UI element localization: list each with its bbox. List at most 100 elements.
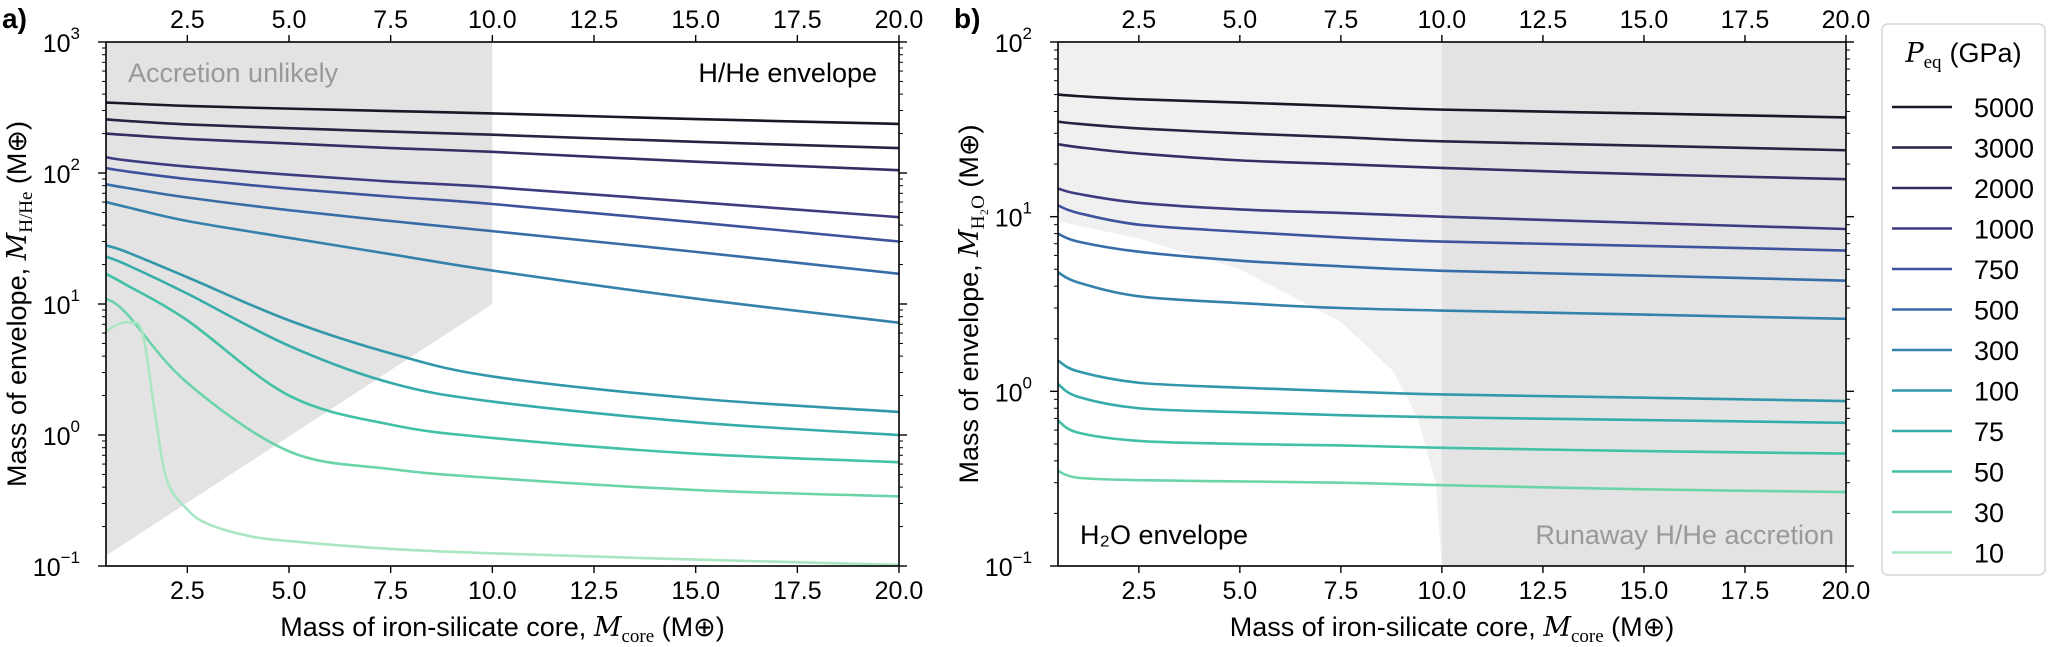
legend-box xyxy=(1881,23,2046,576)
series-line-1000 xyxy=(1058,187,1846,231)
x-tick-label-top: 17.5 xyxy=(773,6,822,34)
legend-item-10: 10 xyxy=(1892,539,2004,569)
x-axis-label: Mass of iron-silicate core, Mcore (M⊕) xyxy=(280,612,725,647)
x-tick-label-top: 2.5 xyxy=(170,6,205,34)
x-tick-label-top: 15.0 xyxy=(1620,6,1669,34)
legend-label: 2000 xyxy=(1974,174,2034,204)
series-line-75 xyxy=(1058,383,1846,425)
y-tick-base: 10 xyxy=(43,292,71,320)
series-line-300 xyxy=(106,200,899,324)
y-tick-exponent: 0 xyxy=(1023,373,1032,392)
annotation-label: H₂O envelope xyxy=(1080,520,1248,550)
legend-item-750: 750 xyxy=(1892,255,2019,285)
y-tick-label: 101 xyxy=(43,286,80,320)
x-tick-label-top: 20.0 xyxy=(1822,6,1871,34)
series-line-50 xyxy=(106,272,899,464)
shaded-region-accretion-unlikely xyxy=(106,42,493,556)
series-line-100 xyxy=(1058,359,1846,403)
annotation-label: Runaway H/He accretion xyxy=(1535,520,1834,550)
y-tick-label: 10−1 xyxy=(985,548,1032,582)
y-axis-label-subscript: H₂O xyxy=(968,195,989,229)
x-axis-label-text: Mass of iron-silicate core, xyxy=(280,612,594,642)
series-line-750 xyxy=(106,166,899,243)
series-line-2000 xyxy=(1058,142,1846,181)
y-tick-label: 102 xyxy=(995,24,1032,58)
panel-label: a) xyxy=(2,3,27,34)
panel-label: b) xyxy=(954,3,980,34)
y-tick-exponent: 1 xyxy=(71,286,80,305)
x-tick-label: 12.5 xyxy=(1519,577,1568,605)
x-axis-label-text: Mass of iron-silicate core, xyxy=(1230,612,1544,642)
legend-item-5000: 5000 xyxy=(1892,93,2034,123)
x-tick-label-top: 12.5 xyxy=(1519,6,1568,34)
y-tick-label: 102 xyxy=(43,155,80,189)
x-tick-label-top: 7.5 xyxy=(1323,6,1358,34)
y-tick-label: 10−1 xyxy=(33,548,80,582)
x-tick-label: 15.0 xyxy=(671,577,720,605)
series-line-75 xyxy=(106,255,899,437)
x-tick-label: 20.0 xyxy=(1822,577,1871,605)
x-tick-label-top: 17.5 xyxy=(1721,6,1770,34)
x-tick-label-top: 5.0 xyxy=(1222,6,1257,34)
y-axis-label-symbol: M xyxy=(2,231,33,261)
legend-label: 10 xyxy=(1974,539,2004,569)
x-tick-label: 2.5 xyxy=(170,577,205,605)
x-tick-label: 5.0 xyxy=(1222,577,1257,605)
series-line-3000 xyxy=(1058,120,1846,152)
series-line-500 xyxy=(106,183,899,276)
legend-label: 1000 xyxy=(1974,215,2034,245)
y-tick-label: 100 xyxy=(43,417,80,451)
y-tick-base: 10 xyxy=(33,554,61,582)
x-axis-label-symbol: M xyxy=(593,612,623,643)
y-tick-label: 100 xyxy=(995,373,1032,407)
legend: Peq (GPa) 5000 3000 2000 1000 750 500 300 100 75 50… xyxy=(1881,23,2046,576)
series-line-300 xyxy=(1058,271,1846,321)
series-line-10 xyxy=(106,320,899,566)
y-tick-exponent: 3 xyxy=(71,24,80,43)
legend-item-3000: 3000 xyxy=(1892,134,2034,164)
series-line-750 xyxy=(1058,204,1846,252)
x-tick-label: 10.0 xyxy=(1418,577,1467,605)
y-tick-exponent: 2 xyxy=(71,155,80,174)
legend-item-30: 30 xyxy=(1892,498,2004,528)
x-tick-label: 7.5 xyxy=(1323,577,1358,605)
x-tick-label: 10.0 xyxy=(468,577,517,605)
legend-label: 30 xyxy=(1974,498,2004,528)
y-axis-label: Mass of envelope, MH₂O (M⊕) xyxy=(954,125,989,484)
shaded-region-runaway-accretion xyxy=(1441,42,1846,566)
x-tick-label-top: 5.0 xyxy=(272,6,307,34)
legend-item-100: 100 xyxy=(1892,377,2019,407)
y-tick-base: 10 xyxy=(43,30,71,58)
annotation-label: Accretion unlikely xyxy=(128,58,339,88)
series-line-50 xyxy=(1058,419,1846,455)
x-tick-label-top: 7.5 xyxy=(373,6,408,34)
panel-b: H₂O envelope Runaway H/He accretion 2.5 2.5… xyxy=(954,3,1870,647)
y-tick-base: 10 xyxy=(43,161,71,189)
x-axis-label: Mass of iron-silicate core, Mcore (M⊕) xyxy=(1230,612,1675,647)
x-tick-label-top: 20.0 xyxy=(875,6,924,34)
y-tick-label: 101 xyxy=(995,199,1032,233)
legend-label: 50 xyxy=(1974,458,2004,488)
panel-a: Accretion unlikely H/He envelope 2.5 2.5 5.0… xyxy=(2,3,923,647)
legend-item-75: 75 xyxy=(1892,417,2004,447)
legend-label: 100 xyxy=(1974,377,2019,407)
series-line-2000 xyxy=(106,132,899,172)
x-tick-label: 20.0 xyxy=(875,577,924,605)
y-axis-label-subscript: H/He xyxy=(16,192,37,233)
series-line-5000 xyxy=(1058,93,1846,119)
x-tick-label-top: 10.0 xyxy=(1418,6,1467,34)
legend-label: 75 xyxy=(1974,417,2004,447)
y-tick-exponent: 2 xyxy=(1023,24,1032,43)
legend-label: 300 xyxy=(1974,336,2019,366)
y-axis-label-unit: (M⊕) xyxy=(954,125,984,196)
y-tick-exponent: −1 xyxy=(1013,548,1032,567)
y-tick-base: 10 xyxy=(985,554,1013,582)
y-tick-label: 103 xyxy=(43,24,80,58)
legend-label: 5000 xyxy=(1974,93,2034,123)
y-tick-exponent: 0 xyxy=(71,417,80,436)
series-line-100 xyxy=(106,244,899,414)
y-axis-label-text: Mass of envelope, xyxy=(954,257,984,484)
x-tick-label-top: 15.0 xyxy=(671,6,720,34)
legend-title-symbol: P xyxy=(1904,38,1924,69)
